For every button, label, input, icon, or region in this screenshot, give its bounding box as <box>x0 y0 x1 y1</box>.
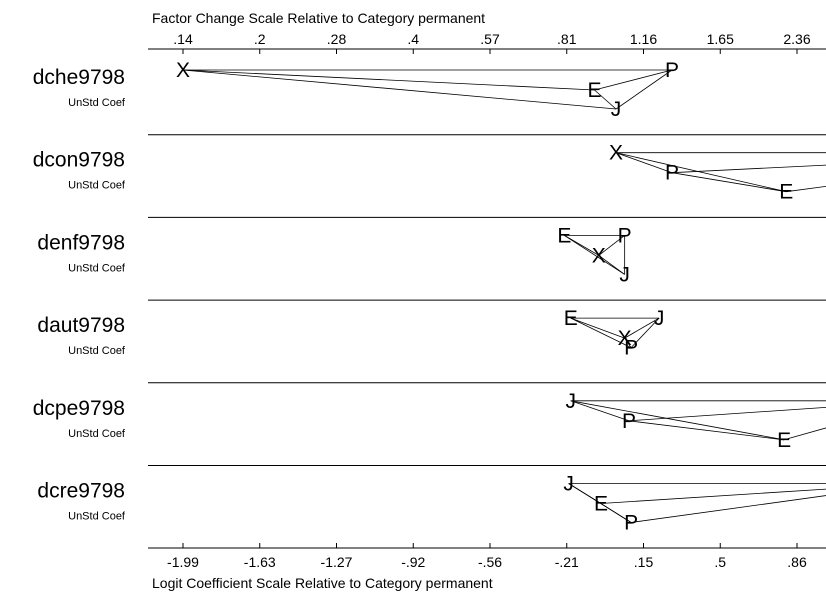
category-marker: E <box>777 429 791 452</box>
bottom-tick-label: .15 <box>634 554 654 570</box>
bottom-tick-label: -.92 <box>401 554 425 570</box>
category-marker: P <box>618 224 632 247</box>
coef-type-label: UnStd Coef <box>68 180 126 192</box>
contrast-line <box>594 89 617 110</box>
contrast-line <box>570 317 625 339</box>
top-tick-label: .2 <box>254 31 266 47</box>
variable-name: daut9798 <box>37 314 125 337</box>
top-tick-label: .4 <box>407 31 419 47</box>
bottom-tick-label: -.56 <box>478 554 502 570</box>
variable-row: denf9798 UnStd Coef E PXJ <box>37 224 826 301</box>
category-marker: E <box>564 307 578 330</box>
bottom-tick-label: .86 <box>787 554 807 570</box>
coef-type-label: UnStd Coef <box>68 345 126 357</box>
contrast-line <box>631 495 826 523</box>
bottom-tick-label: -.21 <box>555 554 579 570</box>
contrast-line <box>672 164 826 174</box>
contrast-line <box>598 235 625 256</box>
bottom-tick-label: -1.63 <box>244 554 276 570</box>
contrast-line <box>182 69 617 110</box>
contrast-line <box>615 152 673 174</box>
category-marker: J <box>619 263 630 286</box>
top-tick-label: .57 <box>480 31 500 47</box>
contrast-line <box>783 427 826 441</box>
top-axis: .14 .2 .28 .4 .57 .81 1.16 1.65 2.36 <box>148 31 826 54</box>
category-marker: P <box>624 512 638 535</box>
category-marker: J <box>654 307 665 330</box>
category-marker: P <box>624 337 638 360</box>
top-axis-title: Factor Change Scale Relative to Category… <box>152 10 485 26</box>
bottom-tick-label: .5 <box>714 554 726 570</box>
variable-row: daut9798 UnStd Coef E JXP <box>37 307 826 384</box>
contrast-line <box>671 172 787 193</box>
coef-type-label: UnStd Coef <box>68 97 126 109</box>
variable-name: dcpe9798 <box>33 397 125 420</box>
category-marker: J <box>611 98 622 121</box>
top-tick-label: 1.16 <box>630 31 657 47</box>
category-marker: E <box>587 79 601 102</box>
category-marker: X <box>592 244 606 267</box>
category-marker: P <box>665 162 679 185</box>
contrast-line <box>600 488 826 504</box>
contrast-line <box>600 503 632 523</box>
bottom-tick-label: -1.99 <box>167 554 199 570</box>
coef-type-label: UnStd Coef <box>68 262 126 274</box>
category-marker: P <box>665 59 679 82</box>
coef-type-label: UnStd Coef <box>68 511 126 523</box>
contrast-line <box>570 400 630 422</box>
contrast-line <box>615 152 787 193</box>
bottom-tick-label: -1.27 <box>321 554 353 570</box>
contrast-line <box>628 420 785 441</box>
variable-row: dche9798 UnStd Coef X E P J <box>33 59 826 136</box>
contrast-line <box>564 235 625 275</box>
variable-name: dcre9798 <box>37 480 125 503</box>
top-tick-label: 2.36 <box>783 31 810 47</box>
contrast-line <box>630 317 660 348</box>
category-marker: E <box>779 181 793 204</box>
category-marker: P <box>622 410 636 433</box>
contrast-line <box>624 317 660 339</box>
top-tick-label: .14 <box>173 31 193 47</box>
contrast-line <box>570 317 632 348</box>
coef-type-label: UnStd Coef <box>68 428 126 440</box>
variable-name: denf9798 <box>37 231 125 254</box>
contrast-line <box>182 69 595 91</box>
category-marker: J <box>566 390 577 413</box>
category-marker: X <box>609 142 623 165</box>
category-marker: E <box>557 224 571 247</box>
category-marker: J <box>563 473 574 496</box>
category-marker: X <box>176 59 190 82</box>
bottom-axis: -1.99 -1.63 -1.27 -.92 -.56 -.21 .15 .5 .86 <box>148 543 826 570</box>
contrast-line <box>628 406 826 422</box>
top-tick-label: .28 <box>327 31 347 47</box>
contrast-line <box>598 255 625 275</box>
contrast-line <box>594 69 673 91</box>
contrast-line <box>624 337 632 348</box>
contrast-line <box>615 69 673 110</box>
category-marker: E <box>594 493 608 516</box>
top-tick-label: 1.65 <box>707 31 734 47</box>
category-marker: X <box>618 327 632 350</box>
variable-name: dcon9798 <box>33 149 125 172</box>
top-tick-label: .81 <box>557 31 577 47</box>
contrast-line <box>570 400 785 441</box>
variable-name: dche9798 <box>33 66 125 89</box>
bottom-axis-title: Logit Coefficient Scale Relative to Cate… <box>152 575 493 591</box>
